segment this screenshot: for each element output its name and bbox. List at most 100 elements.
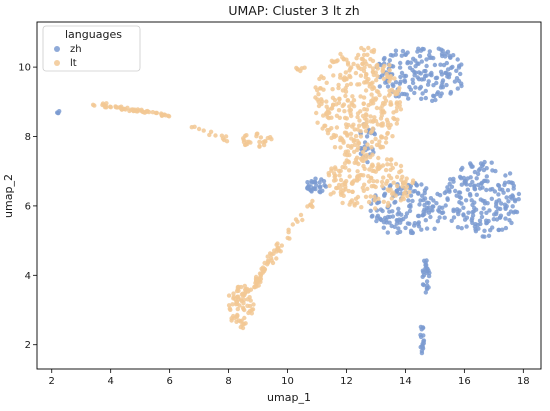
point-lt	[386, 93, 392, 98]
point-lt	[373, 70, 378, 75]
point-lt	[314, 110, 319, 116]
point-zh	[412, 73, 417, 78]
point-zh	[489, 196, 494, 201]
point-zh	[479, 210, 484, 216]
point-lt	[324, 99, 329, 104]
point-lt	[113, 104, 118, 109]
point-lt	[360, 61, 365, 66]
point-zh	[432, 62, 438, 68]
point-zh	[426, 205, 431, 210]
point-lt	[349, 198, 355, 203]
point-lt	[361, 95, 367, 100]
point-lt	[345, 98, 350, 103]
point-lt	[347, 73, 352, 79]
point-zh	[424, 258, 429, 263]
point-zh	[439, 72, 445, 77]
point-zh	[424, 270, 429, 275]
point-lt	[351, 61, 356, 67]
point-zh	[419, 182, 424, 187]
point-zh	[399, 212, 404, 217]
point-lt	[368, 194, 373, 199]
point-zh	[408, 204, 413, 209]
point-zh	[418, 84, 424, 90]
point-lt	[394, 174, 400, 180]
point-lt	[341, 193, 346, 198]
point-lt	[123, 107, 128, 112]
point-lt	[397, 100, 403, 105]
point-zh	[426, 210, 432, 215]
point-zh	[413, 58, 418, 63]
x-tick-label: 2	[49, 376, 55, 387]
point-zh	[423, 218, 428, 223]
point-lt	[321, 75, 326, 81]
point-lt	[298, 68, 303, 74]
point-zh	[506, 199, 511, 204]
point-lt	[373, 206, 378, 211]
point-zh	[484, 166, 489, 171]
point-lt	[257, 139, 262, 145]
point-zh	[454, 68, 459, 74]
point-lt	[405, 193, 410, 199]
y-tick-label: 6	[25, 201, 31, 212]
point-lt	[255, 131, 260, 136]
point-zh	[399, 91, 405, 97]
point-zh	[404, 211, 410, 216]
point-zh	[442, 215, 447, 220]
point-lt	[353, 70, 359, 76]
point-lt	[347, 174, 352, 179]
point-lt	[257, 278, 262, 283]
point-zh	[463, 198, 469, 203]
point-lt	[336, 108, 342, 113]
point-lt	[356, 161, 361, 167]
point-lt	[400, 184, 405, 189]
point-lt	[236, 284, 241, 290]
point-zh	[397, 65, 403, 70]
point-zh	[427, 55, 432, 60]
point-zh	[421, 209, 426, 214]
point-zh	[464, 224, 469, 229]
point-lt	[337, 173, 342, 178]
point-lt	[402, 190, 408, 195]
legend-marker-zh	[54, 46, 60, 52]
point-lt	[381, 76, 386, 82]
point-lt	[379, 123, 384, 128]
point-lt	[388, 100, 393, 105]
point-zh	[451, 176, 456, 182]
point-lt	[330, 87, 335, 92]
point-lt	[295, 219, 300, 224]
x-axis-ticks: 2 4 6 8 10 12 14 16 18	[49, 369, 530, 387]
point-lt	[380, 135, 385, 140]
point-lt	[388, 74, 393, 79]
point-zh	[430, 208, 435, 213]
point-lt	[372, 194, 377, 199]
point-lt	[265, 258, 271, 263]
point-lt	[208, 129, 214, 134]
point-lt	[349, 65, 354, 70]
point-zh	[516, 197, 521, 202]
point-lt	[370, 152, 375, 157]
point-zh	[387, 220, 392, 225]
point-zh	[459, 201, 464, 206]
point-zh	[394, 218, 399, 223]
point-lt	[241, 300, 246, 306]
point-zh	[397, 229, 403, 234]
point-zh	[505, 188, 511, 193]
point-lt	[340, 200, 345, 206]
point-lt	[369, 92, 374, 97]
point-zh	[502, 182, 507, 188]
point-zh	[416, 220, 421, 225]
point-lt	[369, 184, 374, 189]
point-lt	[323, 123, 328, 128]
point-zh	[418, 334, 424, 340]
point-lt	[279, 243, 284, 248]
point-zh	[455, 57, 460, 62]
point-zh	[405, 59, 411, 65]
point-zh	[369, 214, 375, 219]
point-lt	[365, 52, 370, 57]
point-lt	[343, 181, 348, 187]
point-lt	[353, 196, 359, 201]
point-lt	[213, 133, 218, 138]
point-lt	[387, 62, 392, 68]
point-zh	[459, 226, 464, 231]
scatter-points	[55, 45, 522, 356]
